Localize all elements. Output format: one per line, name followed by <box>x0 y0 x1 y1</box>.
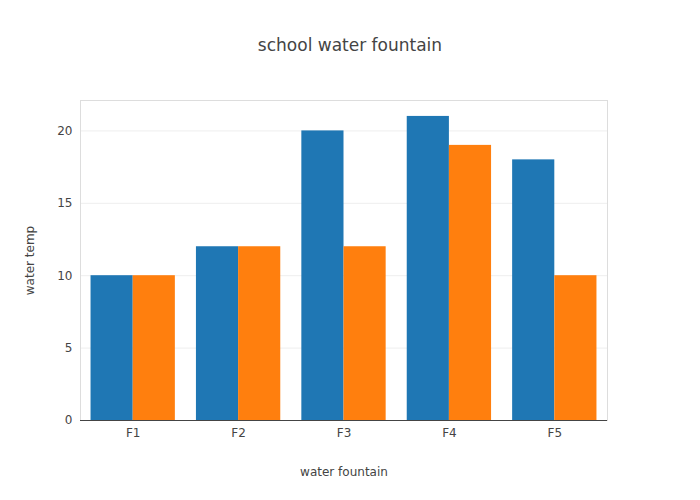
svg-text:water fountain: water fountain <box>300 465 388 479</box>
svg-text:F1: F1 <box>126 426 141 440</box>
svg-text:F4: F4 <box>442 426 457 440</box>
svg-text:water temp: water temp <box>23 226 37 295</box>
html-text:school water fountain: school water fountain <box>257 35 443 55</box>
svg-text:F3: F3 <box>337 426 352 440</box>
html-text:low: low <box>656 126 677 141</box>
svg-text:F5: F5 <box>548 426 563 440</box>
svg-text:20: 20 <box>57 124 72 138</box>
svg-text:F2: F2 <box>231 426 246 440</box>
svg-text:10: 10 <box>57 269 72 283</box>
svg-text:0: 0 <box>65 413 73 427</box>
html-text:high: high <box>656 107 683 122</box>
svg-text:5: 5 <box>65 341 73 355</box>
svg-text:15: 15 <box>57 196 72 210</box>
